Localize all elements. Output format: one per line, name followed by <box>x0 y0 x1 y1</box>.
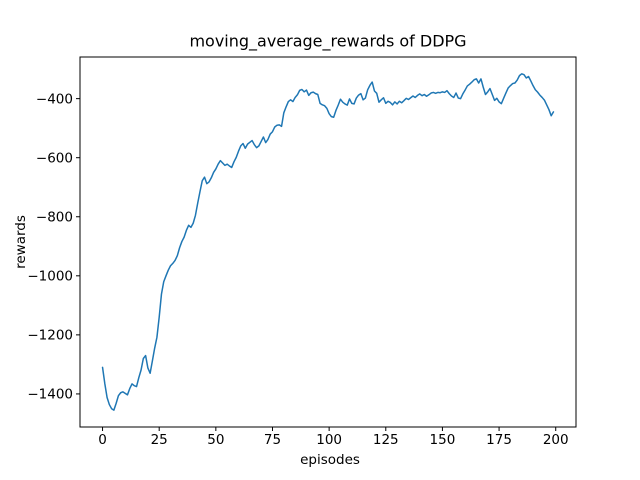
x-tick-label: 50 <box>207 432 224 448</box>
x-tick-label: 175 <box>486 432 512 448</box>
chart-title: moving_average_rewards of DDPG <box>189 31 467 51</box>
y-tick-label: −800 <box>36 210 73 226</box>
series-line-moving_average_rewards <box>101 73 555 411</box>
y-tick-label: −600 <box>36 150 73 166</box>
y-tick-label: −1200 <box>27 328 73 344</box>
y-tick-label: −1400 <box>27 387 73 403</box>
y-tick-label: −1000 <box>27 269 73 285</box>
x-tick-label: 0 <box>98 432 107 448</box>
x-tick-label: 75 <box>264 432 281 448</box>
x-tick-label: 25 <box>151 432 168 448</box>
plot-border <box>79 56 577 428</box>
x-tick-label: 125 <box>373 432 399 448</box>
y-tick-label: −400 <box>36 91 73 107</box>
y-axis-label: rewards <box>13 215 29 269</box>
x-tick-label: 100 <box>316 432 342 448</box>
x-tick-label: 150 <box>430 432 456 448</box>
x-tick-label: 200 <box>543 432 569 448</box>
x-axis-label: episodes <box>300 452 360 468</box>
